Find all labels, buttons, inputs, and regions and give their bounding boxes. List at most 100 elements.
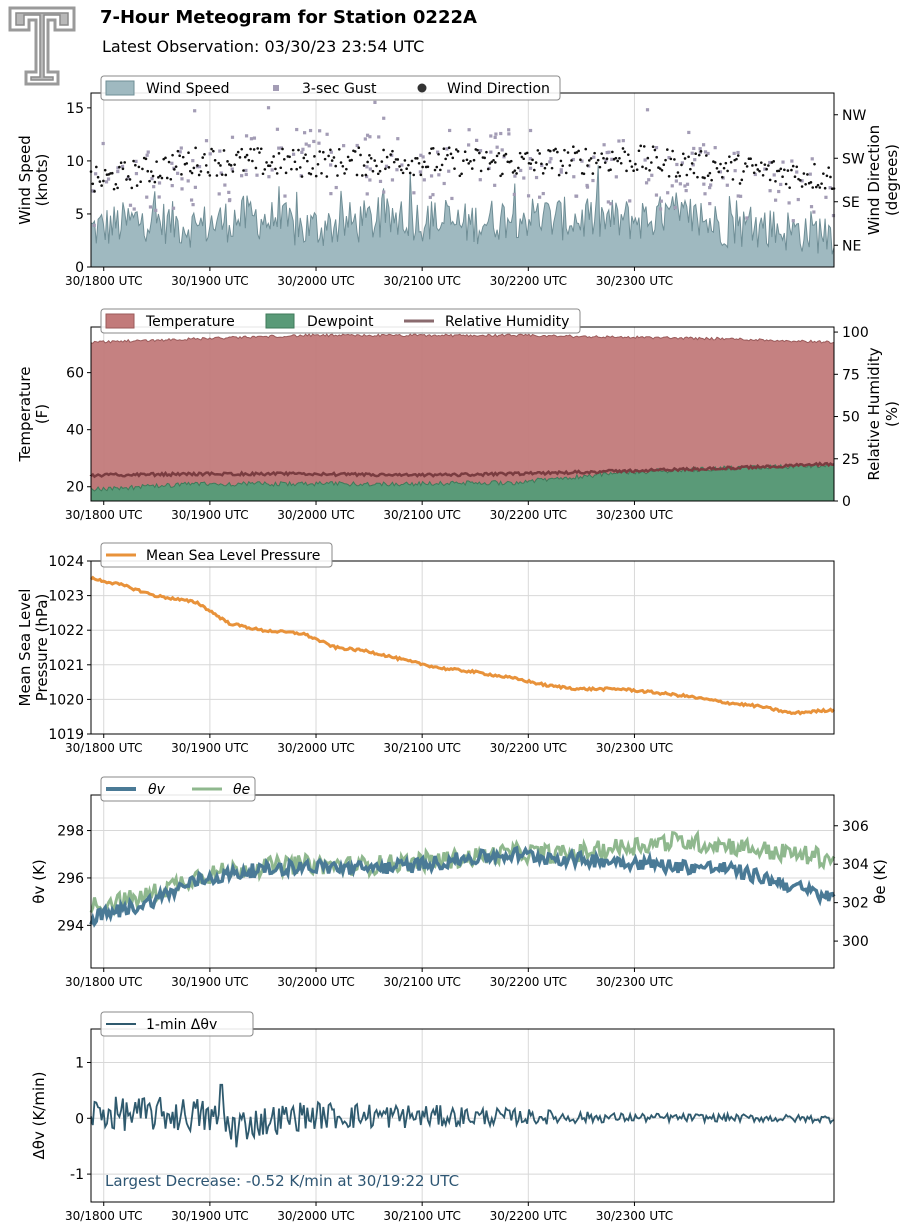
- gust-marker: [528, 128, 533, 133]
- gust-marker: [706, 151, 710, 156]
- wind-direction-dot: [251, 159, 254, 163]
- gust-marker: [519, 168, 523, 173]
- y-tick-label: 20: [66, 480, 84, 496]
- gust-marker: [585, 183, 589, 188]
- wind-direction-dot: [302, 156, 306, 160]
- x-tick-label: 30/1800 UTC: [65, 741, 142, 755]
- largest-decrease-annotation: Largest Decrease: -0.52 K/min at 30/19:2…: [105, 1172, 459, 1190]
- wind-direction-dot: [697, 153, 701, 157]
- wind-direction-dot: [384, 167, 387, 171]
- wind-direction-dot: [557, 173, 561, 177]
- wind-direction-dot: [476, 148, 479, 152]
- wind-direction-dot: [332, 156, 336, 159]
- wind-direction-dot: [366, 160, 369, 164]
- wind-direction-dot: [517, 166, 520, 170]
- wind-direction-dot: [738, 182, 742, 185]
- gust-marker: [645, 108, 650, 112]
- dewpoint-area: [90, 462, 835, 502]
- wind-direction-dot: [433, 168, 437, 172]
- x-tick-label: 30/1800 UTC: [65, 975, 142, 989]
- wind-direction-dot: [288, 155, 291, 159]
- gust-marker: [703, 150, 708, 154]
- wind-direction-dot: [137, 165, 141, 169]
- y2-axis-label: θe (K): [871, 859, 889, 904]
- gust-marker: [132, 207, 136, 211]
- wind-direction-dot: [128, 178, 132, 181]
- wind-direction-dot: [478, 151, 481, 155]
- wind-direction-dot: [618, 157, 621, 160]
- gust-marker: [643, 158, 647, 162]
- y-tick-label: 1019: [48, 727, 84, 743]
- wind-direction-dot: [135, 184, 139, 187]
- gust-marker: [448, 128, 452, 133]
- wind-direction-dot: [740, 178, 744, 182]
- gust-marker: [116, 169, 120, 174]
- wind-direction-dot: [744, 162, 747, 165]
- wind-direction-dot: [529, 162, 533, 165]
- wind-direction-dots: [89, 144, 836, 193]
- gust-marker: [277, 146, 281, 150]
- wind-direction-dot: [212, 149, 215, 153]
- theta-e-line: [89, 829, 836, 917]
- wind-direction-dot: [426, 165, 430, 169]
- x-tick-label: 30/2000 UTC: [277, 508, 354, 522]
- wind-direction-dot: [799, 179, 802, 182]
- wind-direction-dot: [669, 157, 673, 161]
- gust-marker: [678, 182, 682, 186]
- gust-marker: [365, 192, 369, 196]
- wind-direction-dot: [690, 162, 694, 165]
- gust-marker: [559, 168, 563, 172]
- x-tick-label: 30/2100 UTC: [383, 741, 460, 755]
- gust-marker: [467, 143, 471, 147]
- gust-marker: [429, 174, 434, 178]
- wind-direction-dot: [525, 151, 529, 155]
- y2-tick-label: 75: [842, 367, 860, 383]
- wind-direction-dot: [440, 163, 444, 167]
- wind-direction-dot: [224, 173, 228, 177]
- wind-direction-dot: [337, 147, 341, 151]
- wind-direction-dot: [408, 171, 412, 175]
- x-tick-label: 30/2300 UTC: [596, 975, 673, 989]
- gust-marker: [396, 137, 400, 141]
- y-tick-label: 1024: [48, 554, 84, 570]
- y-tick-label: 1: [75, 1055, 84, 1071]
- gust-marker: [428, 195, 432, 199]
- legend-label-gust: 3-sec Gust: [302, 81, 377, 97]
- wind-direction-dot: [361, 174, 364, 177]
- wind-direction-dot: [439, 168, 442, 172]
- x-tick-label: 30/1800 UTC: [65, 1209, 142, 1223]
- wind-direction-dot: [132, 159, 135, 163]
- plot-border: [90, 560, 835, 735]
- wind-direction-dot: [321, 150, 325, 154]
- gust-marker: [478, 149, 483, 153]
- wind-direction-dot: [731, 178, 735, 181]
- gust-marker: [467, 128, 471, 132]
- wind-direction-dot: [417, 161, 421, 165]
- gust-marker: [659, 199, 663, 203]
- y-tick-label: 1023: [48, 589, 84, 605]
- wind-direction-dot: [454, 148, 458, 151]
- gust-marker: [373, 100, 377, 104]
- gust-marker: [128, 203, 133, 207]
- temperature-area: [90, 333, 835, 502]
- wind-direction-dot: [470, 167, 474, 170]
- gust-marker: [377, 135, 381, 139]
- wind-direction-dot: [141, 167, 144, 171]
- legend-swatch-direction: [417, 83, 427, 93]
- wind-direction-dot: [238, 156, 242, 159]
- wind-direction-dot: [447, 146, 451, 149]
- gust-marker: [355, 143, 359, 148]
- wind-direction-dot: [749, 157, 752, 161]
- wind-direction-dot: [765, 167, 768, 171]
- gust-marker: [610, 157, 614, 161]
- gust-marker: [580, 159, 584, 163]
- wind-direction-dot: [375, 164, 378, 168]
- wind-direction-dot: [165, 176, 169, 180]
- wind-direction-dot: [231, 170, 235, 173]
- wind-direction-dot: [229, 164, 233, 167]
- wind-direction-dot: [540, 162, 543, 166]
- wind-direction-dot: [614, 156, 618, 160]
- gust-marker: [325, 132, 329, 136]
- gust-marker: [790, 159, 794, 163]
